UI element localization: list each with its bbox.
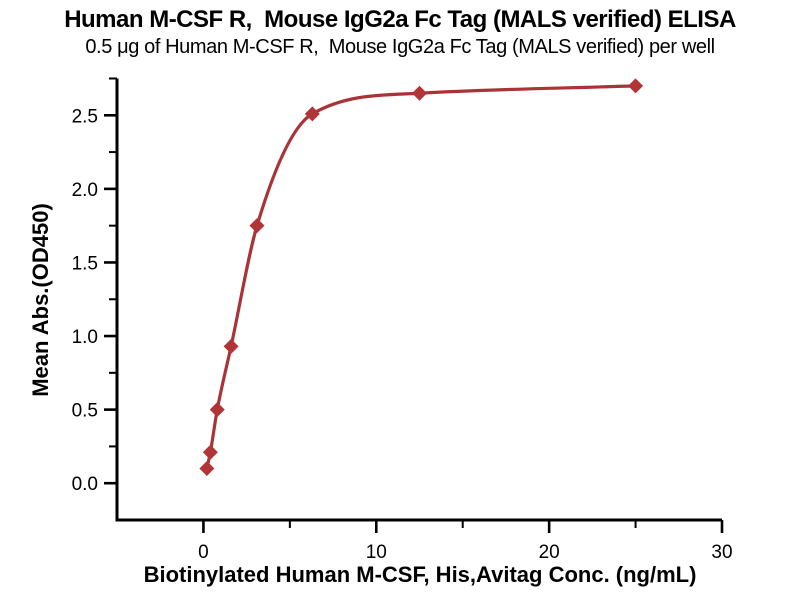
y-tick-label: 2.5 <box>72 106 98 127</box>
y-tick-label: 0.0 <box>72 474 98 495</box>
data-point-marker <box>199 460 215 476</box>
y-tick-label: 1.0 <box>72 327 98 348</box>
x-axis-label: Biotinylated Human M-CSF, His,Avitag Con… <box>143 562 697 587</box>
y-tick-label: 0.5 <box>72 401 98 422</box>
data-point-marker <box>249 218 265 234</box>
data-point-marker <box>412 85 427 101</box>
data-point-marker <box>304 106 320 122</box>
fit-curve <box>205 84 638 471</box>
x-tick-label: 10 <box>366 542 387 563</box>
data-point-marker <box>209 402 225 418</box>
x-tick-label: 30 <box>711 542 732 563</box>
y-tick-label: 2.0 <box>72 180 98 201</box>
x-tick-label: 0 <box>198 542 209 563</box>
chart-subtitle: 0.5 μg of Human M-CSF R, Mouse IgG2a Fc … <box>85 36 715 58</box>
y-tick-label: 1.5 <box>72 253 98 274</box>
data-point-marker <box>202 444 218 460</box>
x-tick-label: 20 <box>539 542 560 563</box>
chart-title: Human M-CSF R, Mouse IgG2a Fc Tag (MALS … <box>64 6 736 33</box>
data-point-marker <box>628 78 644 94</box>
data-point-marker <box>223 338 239 354</box>
